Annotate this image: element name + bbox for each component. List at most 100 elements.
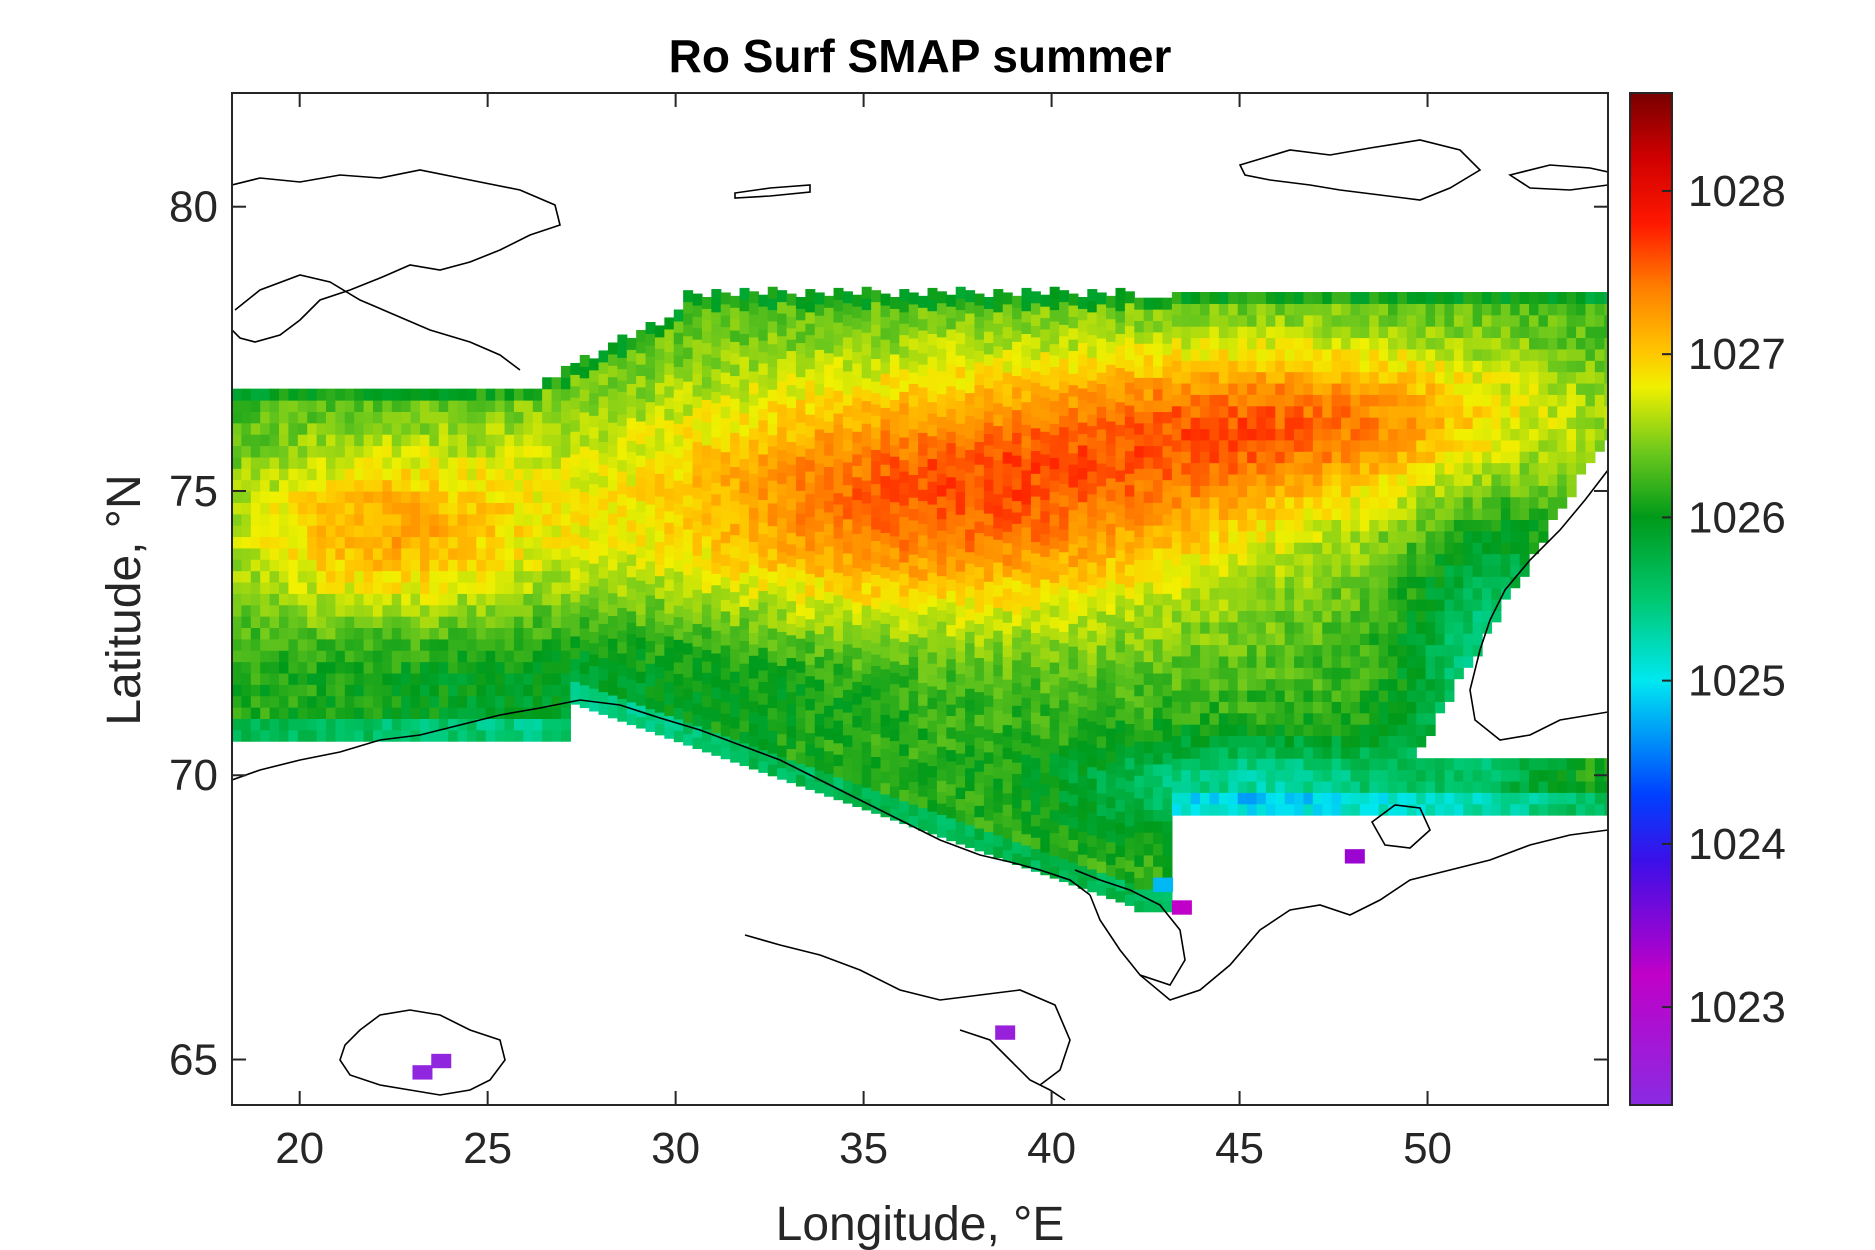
heatmap-cell: [795, 638, 806, 651]
heatmap-cell: [1228, 417, 1239, 430]
heatmap-cell: [918, 807, 929, 820]
heatmap-cell: [711, 459, 722, 472]
heatmap-cell: [1350, 291, 1361, 304]
heatmap-cell: [598, 509, 609, 522]
heatmap-cell: [730, 307, 741, 320]
heatmap-cell: [1181, 326, 1192, 339]
heatmap-cell: [1247, 792, 1258, 805]
heatmap-cell: [288, 718, 299, 731]
heatmap-cell: [852, 544, 863, 557]
heatmap-cell: [1350, 371, 1361, 384]
heatmap-cell: [1096, 679, 1107, 692]
heatmap-cell: [1331, 678, 1342, 691]
heatmap-cell: [1153, 604, 1164, 617]
heatmap-cell: [983, 785, 994, 798]
heatmap-cell: [1284, 394, 1295, 407]
heatmap-cell: [504, 490, 515, 503]
heatmap-cell: [692, 623, 703, 636]
heatmap-cell: [1021, 310, 1032, 323]
heatmap-cell: [1350, 735, 1361, 748]
heatmap-cell: [551, 400, 562, 412]
heatmap-cell: [278, 456, 289, 469]
heatmap-cell: [701, 683, 712, 696]
heatmap-cell: [861, 468, 872, 481]
heatmap-cell: [974, 680, 985, 693]
heatmap-cell: [523, 661, 534, 674]
heatmap-cell: [1049, 286, 1060, 299]
heatmap-cell: [560, 377, 571, 390]
heatmap-cell: [1237, 496, 1248, 509]
heatmap-cell: [1153, 650, 1164, 663]
heatmap-cell: [833, 708, 844, 721]
heatmap-cell: [965, 483, 976, 496]
heatmap-cell: [955, 559, 966, 572]
heatmap-cell: [1077, 831, 1088, 844]
heatmap-cell: [1331, 417, 1342, 430]
heatmap-cell: [1237, 735, 1248, 748]
heatmap-cell: [1115, 685, 1126, 698]
heatmap-cell: [711, 379, 722, 392]
heatmap-cell: [1284, 780, 1295, 793]
heatmap-cell: [871, 517, 882, 530]
heatmap-cell: [1115, 594, 1126, 607]
heatmap-cell: [1228, 780, 1239, 793]
heatmap-cell: [1247, 803, 1258, 816]
heatmap-cell: [871, 472, 882, 485]
heatmap-cell: [795, 365, 806, 378]
heatmap-cell: [466, 570, 477, 583]
heatmap-cell: [1275, 576, 1286, 589]
heatmap-cell: [1012, 295, 1023, 308]
heatmap-cell: [579, 525, 590, 538]
heatmap-cell: [739, 594, 750, 607]
heatmap-cell: [842, 598, 853, 611]
heatmap-cell: [833, 674, 844, 687]
heatmap-cell: [401, 672, 412, 685]
heatmap-cell: [523, 707, 534, 719]
heatmap-cell: [965, 381, 976, 394]
heatmap-cell: [1331, 303, 1342, 316]
heatmap-cell: [570, 601, 581, 614]
heatmap-cell: [419, 729, 430, 742]
heatmap-cell: [1190, 530, 1201, 543]
heatmap-cell: [1284, 644, 1295, 657]
heatmap-cell: [842, 393, 853, 406]
heatmap-cell: [523, 388, 534, 401]
heatmap-cell: [363, 604, 374, 617]
heatmap-cell: [1350, 792, 1361, 805]
heatmap-cell: [1322, 394, 1333, 407]
heatmap-cell: [927, 674, 938, 687]
heatmap-cell: [1134, 388, 1145, 401]
heatmap-cell: [842, 336, 853, 349]
heatmap-cell: [842, 461, 853, 474]
heatmap-cell: [636, 580, 647, 593]
heatmap-cell: [833, 322, 844, 334]
heatmap-cell: [805, 721, 816, 734]
heatmap-cell: [1256, 360, 1267, 373]
heatmap-cell: [1162, 775, 1173, 788]
heatmap-cell: [1143, 616, 1154, 629]
heatmap-cell: [748, 541, 759, 554]
heatmap-cell: [767, 605, 778, 618]
heatmap-cell: [805, 402, 816, 415]
heatmap-cell: [551, 627, 562, 640]
heatmap-cell: [1059, 494, 1070, 507]
heatmap-cell: [983, 399, 994, 412]
heatmap-cell: [983, 387, 994, 400]
heatmap-cell: [1359, 519, 1370, 532]
heatmap-cell: [1237, 610, 1248, 623]
heatmap-cell: [542, 604, 553, 617]
heatmap-cell: [1153, 434, 1164, 447]
heatmap-cell: [335, 445, 346, 458]
heatmap-cell: [1124, 734, 1135, 747]
heatmap-cell: [1190, 553, 1201, 566]
heatmap-cell: [1162, 843, 1173, 856]
heatmap-cell: [1200, 576, 1211, 589]
heatmap-cell: [889, 763, 900, 776]
heatmap-cell: [1096, 553, 1107, 566]
heatmap-cell: [288, 695, 299, 708]
heatmap-cell: [1312, 303, 1323, 316]
heatmap-cell: [372, 707, 383, 719]
heatmap-cell: [232, 684, 242, 697]
heatmap-cell: [955, 639, 966, 652]
heatmap-cell: [1124, 325, 1135, 338]
